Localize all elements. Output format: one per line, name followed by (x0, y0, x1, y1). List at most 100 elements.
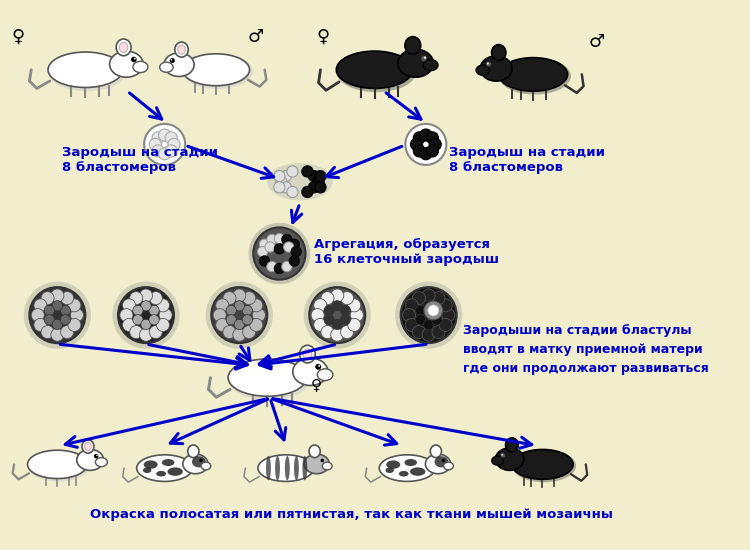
Circle shape (267, 234, 277, 245)
Circle shape (34, 318, 47, 332)
Circle shape (487, 63, 489, 64)
Circle shape (223, 326, 236, 339)
Circle shape (426, 132, 439, 144)
Circle shape (420, 129, 432, 141)
Circle shape (152, 132, 164, 144)
Text: ♀: ♀ (316, 28, 330, 46)
Circle shape (257, 246, 268, 257)
Circle shape (254, 227, 305, 279)
Circle shape (442, 459, 446, 462)
Circle shape (260, 256, 269, 266)
Ellipse shape (76, 449, 104, 470)
Circle shape (280, 182, 292, 193)
Circle shape (340, 315, 350, 325)
Ellipse shape (228, 359, 310, 400)
Ellipse shape (386, 468, 394, 473)
Circle shape (324, 305, 334, 316)
Circle shape (332, 320, 342, 329)
Ellipse shape (380, 455, 435, 481)
Circle shape (242, 315, 253, 325)
Circle shape (24, 282, 91, 349)
Circle shape (276, 176, 286, 188)
Circle shape (149, 292, 162, 305)
Ellipse shape (317, 369, 333, 381)
Ellipse shape (28, 450, 90, 482)
Ellipse shape (476, 65, 490, 75)
Ellipse shape (302, 456, 307, 480)
Circle shape (130, 326, 142, 339)
Circle shape (395, 282, 462, 349)
Ellipse shape (292, 358, 328, 386)
Text: Окраска полосатая или пятнистая, так как ткани мышей мозаичны: Окраска полосатая или пятнистая, так как… (90, 508, 613, 521)
Circle shape (426, 145, 439, 157)
Circle shape (112, 282, 179, 349)
Ellipse shape (410, 468, 425, 476)
Text: ♂: ♂ (589, 33, 604, 51)
Circle shape (324, 315, 334, 325)
Circle shape (44, 315, 55, 325)
Circle shape (223, 292, 236, 305)
Circle shape (131, 57, 136, 62)
Circle shape (286, 166, 298, 177)
Circle shape (61, 292, 74, 305)
Circle shape (290, 239, 299, 249)
Ellipse shape (95, 458, 107, 466)
Circle shape (501, 454, 503, 455)
Circle shape (501, 453, 506, 458)
Circle shape (250, 299, 262, 312)
Circle shape (274, 234, 284, 244)
Circle shape (422, 328, 435, 341)
Circle shape (321, 292, 334, 305)
Circle shape (314, 299, 327, 312)
Circle shape (405, 318, 418, 332)
Ellipse shape (85, 442, 92, 450)
Circle shape (234, 301, 244, 311)
Circle shape (410, 139, 422, 151)
Circle shape (144, 124, 185, 165)
Circle shape (274, 244, 284, 254)
Circle shape (211, 287, 267, 343)
Circle shape (308, 170, 320, 182)
Circle shape (158, 129, 171, 141)
Ellipse shape (258, 455, 314, 481)
Circle shape (200, 459, 202, 462)
Ellipse shape (423, 59, 438, 71)
Circle shape (311, 309, 324, 322)
Circle shape (486, 62, 491, 67)
Circle shape (149, 139, 161, 151)
Circle shape (314, 318, 327, 332)
Circle shape (149, 326, 162, 339)
Circle shape (94, 454, 98, 458)
Circle shape (158, 147, 171, 160)
Ellipse shape (434, 456, 448, 468)
Ellipse shape (143, 468, 152, 473)
Circle shape (34, 299, 47, 312)
Ellipse shape (506, 438, 518, 452)
Circle shape (165, 132, 177, 144)
Circle shape (41, 292, 54, 305)
Ellipse shape (228, 359, 307, 396)
Circle shape (424, 320, 433, 329)
Ellipse shape (303, 349, 312, 360)
Circle shape (331, 328, 344, 341)
Ellipse shape (299, 345, 315, 363)
Ellipse shape (156, 471, 166, 476)
Circle shape (340, 326, 353, 339)
Ellipse shape (492, 456, 504, 465)
Circle shape (159, 309, 172, 322)
Circle shape (260, 239, 269, 249)
Circle shape (400, 287, 457, 343)
Ellipse shape (512, 449, 576, 482)
Circle shape (53, 301, 62, 311)
Circle shape (315, 364, 321, 370)
Circle shape (170, 59, 172, 60)
Circle shape (413, 326, 425, 339)
Ellipse shape (322, 462, 332, 470)
Ellipse shape (512, 449, 573, 479)
Circle shape (424, 301, 433, 311)
Ellipse shape (116, 39, 131, 56)
Circle shape (332, 301, 342, 311)
Circle shape (122, 318, 136, 332)
Circle shape (134, 58, 136, 59)
Circle shape (291, 246, 302, 257)
